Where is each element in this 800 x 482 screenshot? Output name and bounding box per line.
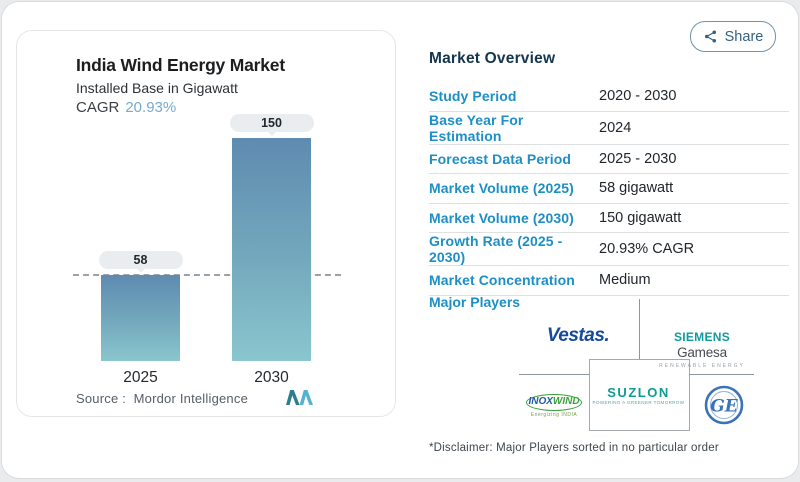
inox-wind-logo: INOXWIND Energizing INDIA bbox=[522, 392, 586, 418]
major-players-label: Major Players bbox=[429, 294, 521, 310]
row-value: 2024 bbox=[599, 119, 632, 136]
table-row-study-period: Study Period 2020 - 2030 bbox=[429, 82, 789, 112]
source-text: Source : Mordor Intelligence bbox=[76, 391, 248, 406]
share-button[interactable]: Share bbox=[690, 21, 776, 52]
chart-subtitle: Installed Base in Gigawatt bbox=[76, 80, 238, 96]
overview-title: Market Overview bbox=[429, 50, 556, 67]
chart-title: India Wind Energy Market bbox=[76, 55, 285, 75]
tree-horizontal-line-left bbox=[519, 374, 589, 375]
table-row-base-year: Base Year For Estimation 2024 bbox=[429, 112, 789, 145]
suzlon-logo: SUZLON POWERING A GREENER TOMORROW bbox=[590, 386, 687, 406]
bar-group-2025: 58 2025 bbox=[98, 251, 183, 386]
tree-vertical-line bbox=[639, 299, 640, 359]
bar-value-label-2030: 150 bbox=[229, 114, 314, 136]
siemens-gamesa-wordmark: SIEMENS Gamesa bbox=[650, 329, 754, 361]
wind-word: WIND bbox=[552, 396, 580, 407]
ge-logo: GE bbox=[704, 385, 744, 425]
tree-horizontal-line-right bbox=[688, 374, 754, 375]
row-label: Market Volume (2030) bbox=[429, 209, 574, 226]
row-value: 58 gigawatt bbox=[599, 180, 674, 197]
suzlon-wordmark: SUZLON bbox=[607, 385, 670, 400]
row-value: 150 gigawatt bbox=[599, 209, 682, 226]
gamesa-word: Gamesa bbox=[677, 345, 727, 360]
siemens-sub-text: RENEWABLE ENERGY bbox=[659, 363, 745, 369]
inox-sub-text: Energizing INDIA bbox=[530, 412, 578, 418]
row-label: Market Concentration bbox=[429, 272, 575, 289]
bar-group-2030: 150 2030 bbox=[229, 114, 314, 386]
row-label: Market Volume (2025) bbox=[429, 180, 574, 197]
share-icon bbox=[704, 30, 716, 43]
share-button-label: Share bbox=[724, 28, 764, 45]
inox-word: INOX bbox=[528, 396, 553, 407]
cagr-value: 20.93% bbox=[125, 99, 177, 116]
table-row-forecast-period: Forecast Data Period 2025 - 2030 bbox=[429, 145, 789, 174]
table-row-volume-2025: Market Volume (2025) 58 gigawatt bbox=[429, 174, 789, 204]
bar-value-label-2025: 58 bbox=[98, 251, 183, 273]
siemens-gamesa-logo: SIEMENS Gamesa RENEWABLE ENERGY bbox=[650, 329, 754, 369]
reference-dashed-line bbox=[73, 274, 341, 276]
mordor-intelligence-logo-icon bbox=[286, 390, 313, 405]
table-row-growth-rate: Growth Rate (2025 - 2030) 20.93% CAGR bbox=[429, 233, 789, 266]
tree-center-box bbox=[589, 359, 690, 431]
bar-2025 bbox=[101, 275, 180, 361]
row-label: Base Year For Estimation bbox=[429, 111, 524, 144]
siemens-word: SIEMENS bbox=[673, 330, 731, 344]
vestas-logo: Vestas. bbox=[546, 325, 610, 346]
inox-wind-wordmark: INOXWIND bbox=[526, 394, 582, 411]
axis-label-2030: 2030 bbox=[254, 369, 289, 386]
chart-panel: India Wind Energy Market Installed Base … bbox=[16, 30, 396, 417]
row-value: Medium bbox=[599, 272, 651, 289]
table-row-volume-2030: Market Volume (2030) 150 gigawatt bbox=[429, 204, 789, 233]
row-value: 2020 - 2030 bbox=[599, 88, 677, 105]
row-value: 20.93% CAGR bbox=[599, 241, 695, 257]
axis-label-2025: 2025 bbox=[123, 369, 158, 386]
suzlon-sub-text: POWERING A GREENER TOMORROW bbox=[592, 400, 685, 405]
svg-text:GE: GE bbox=[710, 397, 739, 417]
row-label: Study Period bbox=[429, 88, 517, 105]
row-label: Growth Rate (2025 - 2030) bbox=[429, 233, 563, 265]
cagr-label: CAGR bbox=[76, 99, 120, 116]
bar-2030 bbox=[232, 138, 311, 361]
disclaimer-text: *Disclaimer: Major Players sorted in no … bbox=[429, 442, 719, 454]
cagr-line: CAGR 20.93% bbox=[76, 99, 176, 116]
row-value: 2025 - 2030 bbox=[599, 150, 677, 167]
row-label: Forecast Data Period bbox=[429, 150, 572, 167]
overview-table: Study Period 2020 - 2030 Base Year For E… bbox=[429, 82, 789, 296]
table-row-concentration: Market Concentration Medium bbox=[429, 266, 789, 296]
